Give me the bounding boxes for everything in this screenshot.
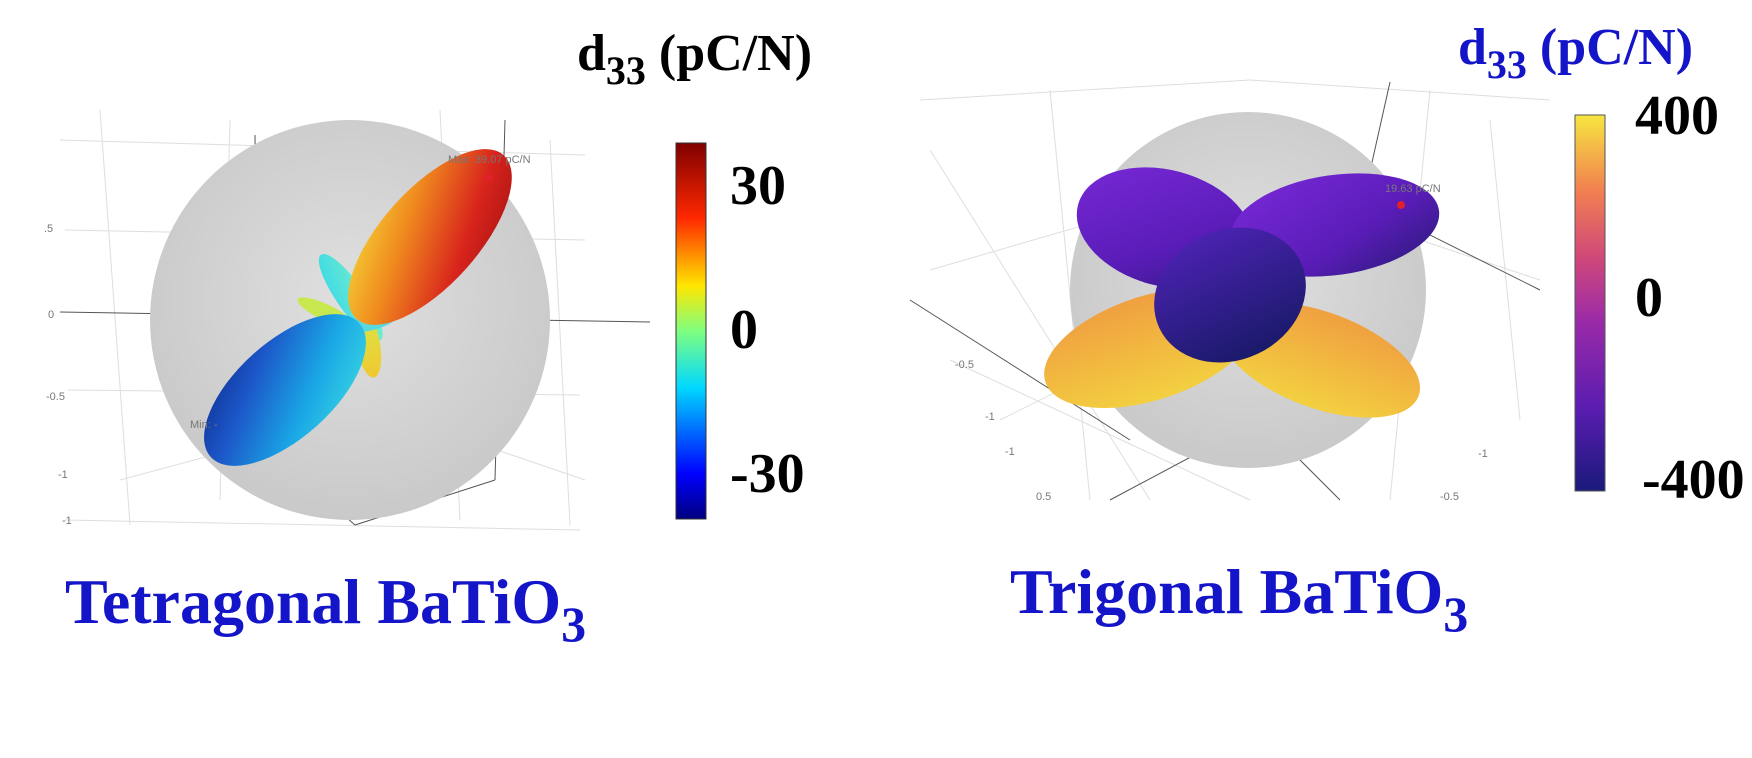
trigonal-panel: 19.63 pC/N -0.5 -1 -1 0.5 -1 -0.5 d33 (p…	[909, 0, 1752, 758]
colorbar-tick-max: 400	[1635, 85, 1719, 147]
colorbar-tick-min: -30	[730, 443, 805, 505]
max-annotation: Max: 39.07 pC/N	[448, 154, 531, 166]
tetragonal-3d-plot: Max: 39.07 pC/N Min: - .5 0 -0.5 -1 -1	[44, 109, 651, 531]
max-annotation: 19.63 pC/N	[1385, 183, 1441, 195]
colorbar-title-main: d	[577, 25, 606, 82]
axis-tick: 0.5	[1036, 491, 1051, 503]
colorbar-title-main: d	[1458, 19, 1487, 76]
material-label-sub: 3	[1443, 586, 1469, 642]
colorbar-title-unit: (pC/N)	[1526, 19, 1694, 76]
colorbar-title-unit: (pC/N)	[645, 25, 813, 82]
axis-tick: -0.5	[46, 391, 65, 403]
axis-tick: -1	[62, 515, 72, 527]
axis-tick: 0	[48, 309, 54, 321]
colorbar-jet	[675, 142, 707, 520]
axis-tick: -1	[1478, 448, 1488, 460]
material-label-sub: 3	[561, 596, 587, 652]
colorbar-tick-zero: 0	[1635, 267, 1663, 329]
colorbar-title: d33 (pC/N)	[1458, 19, 1694, 85]
material-label-main: Trigonal BaTiO	[1010, 556, 1444, 627]
colorbar-tick-zero: 0	[730, 299, 758, 361]
axis-tick: -0.5	[955, 359, 974, 371]
trigonal-3d-plot: 19.63 pC/N -0.5 -1 -1 0.5 -1 -0.5	[909, 79, 1551, 503]
material-label-main: Tetragonal BaTiO	[65, 566, 562, 637]
axis-tick: .5	[44, 223, 53, 235]
positive-red-lobe	[348, 149, 512, 325]
tetragonal-panel: Max: 39.07 pC/N Min: - .5 0 -0.5 -1 -1 d…	[0, 0, 860, 758]
axis-tick: -1	[985, 411, 995, 423]
max-marker	[485, 174, 493, 182]
negative-navy-lobe	[1154, 227, 1306, 363]
axis-tick: -1	[58, 469, 68, 481]
min-annotation: Min: -	[190, 419, 218, 431]
colorbar-plasma	[1574, 114, 1606, 492]
colorbar-title-sub: 33	[1486, 42, 1527, 87]
max-marker	[1397, 201, 1405, 209]
axis-tick: -1	[1005, 446, 1015, 458]
colorbar-tick-min: -400	[1642, 449, 1745, 511]
axis-tick: -0.5	[1440, 491, 1459, 503]
colorbar-title-sub: 33	[605, 48, 646, 93]
colorbar-tick-max: 30	[730, 155, 786, 217]
colorbar-title: d33 (pC/N)	[577, 25, 813, 91]
negative-blue-lobe	[204, 314, 366, 466]
material-label: Tetragonal BaTiO3	[65, 570, 586, 650]
material-label: Trigonal BaTiO3	[1010, 560, 1468, 640]
